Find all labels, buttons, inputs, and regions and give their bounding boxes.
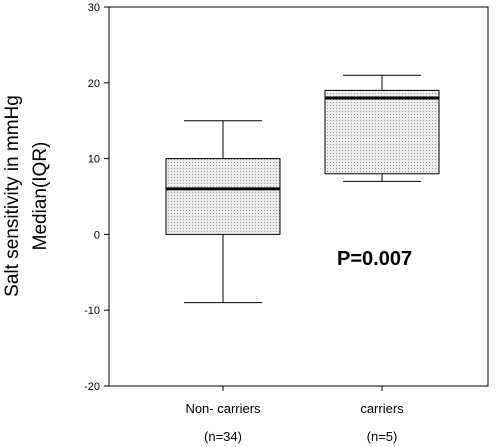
y-tick-label: 0 bbox=[94, 229, 100, 241]
x-category-label: carriers bbox=[360, 401, 404, 416]
x-category-sublabel: (n=5) bbox=[367, 429, 398, 444]
box-2 bbox=[324, 74, 440, 182]
y-axis: -20 -10 0 10 20 30 bbox=[84, 2, 109, 393]
box-1 bbox=[165, 120, 281, 304]
boxes bbox=[165, 74, 440, 304]
x-axis: Non- carriers (n=34) carriers (n=5) bbox=[185, 386, 404, 444]
plot-frame bbox=[108, 6, 489, 387]
iqr-box bbox=[165, 158, 281, 235]
y-tick-label: -10 bbox=[84, 305, 100, 317]
p-value-annotation: P=0.007 bbox=[337, 248, 412, 270]
iqr-box bbox=[324, 89, 440, 175]
y-tick-label: -20 bbox=[84, 381, 100, 393]
y-axis-label-line-1: Salt sensitivity in mmHg bbox=[2, 95, 23, 297]
y-tick-label: 30 bbox=[88, 2, 100, 14]
y-axis-label: Salt sensitivity in mmHg Median(IQR) bbox=[2, 95, 51, 297]
y-tick-label: 10 bbox=[88, 154, 100, 166]
y-tick-label: 20 bbox=[88, 78, 100, 90]
x-category-label: Non- carriers bbox=[185, 401, 261, 416]
x-category-sublabel: (n=34) bbox=[204, 429, 242, 444]
y-axis-label-line-2: Median(IQR) bbox=[30, 142, 51, 251]
